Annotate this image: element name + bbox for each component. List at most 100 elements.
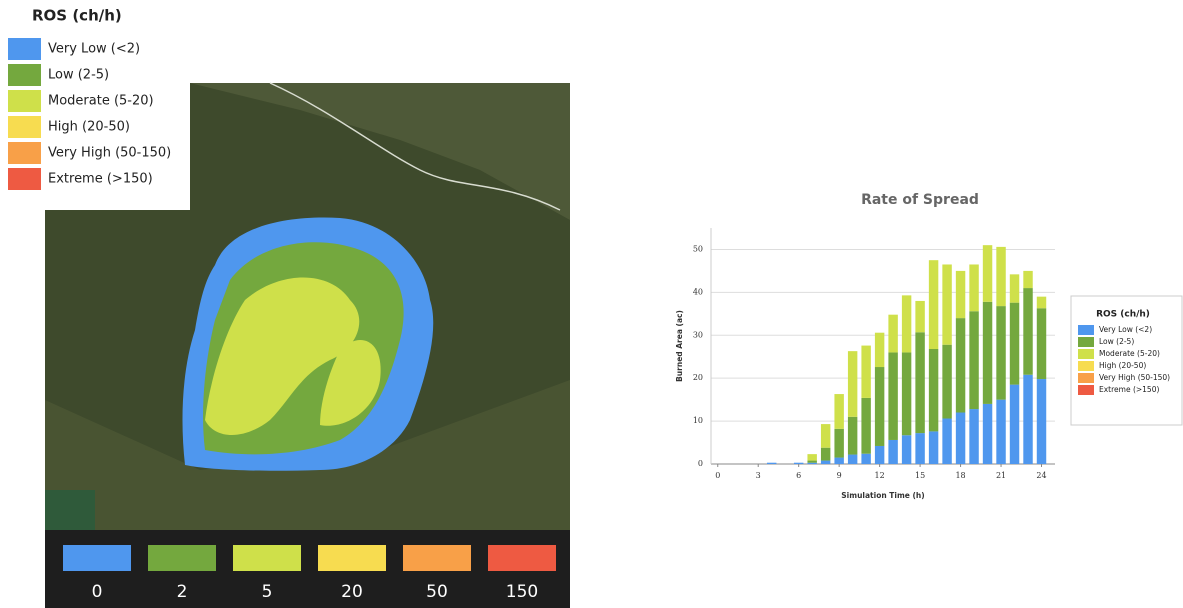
bar-segment [821, 448, 830, 461]
bar-segment [929, 349, 938, 431]
bar-segment [1010, 303, 1019, 385]
y-axis-label: Burned Area (ac) [675, 310, 684, 382]
bar-segment [861, 454, 870, 464]
bar-segment [956, 318, 965, 412]
y-tick-label: 30 [693, 330, 703, 339]
bar-segment [767, 463, 776, 464]
legend-label: Moderate (5-20) [48, 94, 154, 109]
colorbar-label: 50 [426, 582, 448, 602]
bar-segment [807, 463, 816, 464]
x-axis-label: Simulation Time (h) [841, 491, 924, 500]
bar-segment [848, 351, 857, 417]
legend-label: Very Low (<2) [48, 42, 140, 57]
bar-segment [902, 295, 911, 352]
colorbar-label: 150 [506, 582, 538, 602]
bar-segment [861, 398, 870, 454]
legend-label: High (20-50) [48, 120, 130, 135]
bar-segment [821, 461, 830, 464]
legend-swatch [8, 90, 41, 112]
colorbar-label: 2 [177, 582, 188, 602]
bar-segment [875, 333, 884, 367]
bar-segment [1037, 308, 1046, 379]
bar-segment [1010, 274, 1019, 302]
bar-segment [888, 352, 897, 440]
legend-label: Very High (50-150) [48, 146, 171, 161]
bar-segment [834, 394, 843, 429]
bar-segment [942, 264, 951, 344]
map-legend-title: ROS (ch/h) [32, 7, 122, 25]
x-tick-label: 0 [715, 471, 720, 480]
x-tick-label: 6 [796, 471, 801, 480]
bar-segment [942, 419, 951, 464]
bar-segment [888, 315, 897, 353]
bar-segment [1037, 297, 1046, 309]
legend-label: High (20-50) [1099, 361, 1146, 370]
bar-segment [861, 346, 870, 398]
bar-segment [969, 311, 978, 409]
bar-segment [1023, 288, 1032, 375]
colorbar-swatch [148, 545, 216, 571]
bar-segment [983, 302, 992, 404]
colorbar-label: 0 [92, 582, 103, 602]
x-tick-label: 9 [837, 471, 842, 480]
chart-title: Rate of Spread [861, 192, 979, 208]
bar-segment [888, 440, 897, 464]
bar-segment [996, 400, 1005, 464]
legend-swatch [8, 64, 41, 86]
bar-segment [807, 454, 816, 460]
bar-segment [1010, 385, 1019, 464]
legend-swatch [1078, 349, 1094, 359]
bar-segment [929, 260, 938, 349]
legend-swatch [1078, 325, 1094, 335]
colorbar-swatch [488, 545, 556, 571]
x-tick-label: 18 [955, 471, 965, 480]
legend-swatch [8, 38, 41, 60]
bar-segment [1023, 271, 1032, 288]
x-tick-label: 24 [1036, 471, 1046, 480]
bar-segment [875, 367, 884, 446]
legend-label: Low (2-5) [1099, 337, 1134, 346]
bar-segment [969, 264, 978, 311]
bar-segment [875, 446, 884, 464]
colorbar-swatch [63, 545, 131, 571]
legend-label: Extreme (>150) [1099, 385, 1159, 394]
legend-swatch [8, 116, 41, 138]
legend-swatch [1078, 337, 1094, 347]
legend-label: Moderate (5-20) [1099, 349, 1160, 358]
bar-segment [956, 271, 965, 318]
bar-segment [915, 433, 924, 464]
y-tick-label: 20 [693, 373, 703, 382]
legend-swatch [1078, 361, 1094, 371]
bar-segment [1023, 375, 1032, 464]
legend-swatch [1078, 385, 1094, 395]
legend-swatch [1078, 373, 1094, 383]
bar-segment [821, 424, 830, 448]
chart-legend-title: ROS (ch/h) [1096, 310, 1150, 320]
bar-segment [956, 413, 965, 464]
bar-segment [807, 461, 816, 463]
x-tick-label: 3 [756, 471, 761, 480]
bar-segment [929, 431, 938, 464]
bar-segment [902, 352, 911, 435]
colorbar-swatch [403, 545, 471, 571]
colorbar-label: 20 [341, 582, 363, 602]
colorbar-label: 5 [262, 582, 273, 602]
legend-label: Very High (50-150) [1099, 373, 1170, 382]
bar-segment [942, 345, 951, 419]
bar-segment [969, 409, 978, 464]
legend-label: Very Low (<2) [1099, 325, 1152, 334]
bar-segment [834, 458, 843, 464]
bar-segment [983, 404, 992, 464]
y-tick-label: 40 [693, 287, 703, 296]
screen: ROS (ch/h) Very Low (<2) Low (2-5) Moderat… [0, 0, 1183, 608]
bar-segment [996, 306, 1005, 400]
y-tick-label: 10 [693, 416, 703, 425]
legend-label: Extreme (>150) [48, 172, 153, 187]
x-tick-label: 12 [875, 471, 885, 480]
bar-segment [1037, 379, 1046, 464]
bar-segment [794, 463, 803, 464]
bar-segment [915, 332, 924, 433]
y-tick-label: 0 [698, 459, 703, 468]
x-tick-label: 21 [996, 471, 1006, 480]
